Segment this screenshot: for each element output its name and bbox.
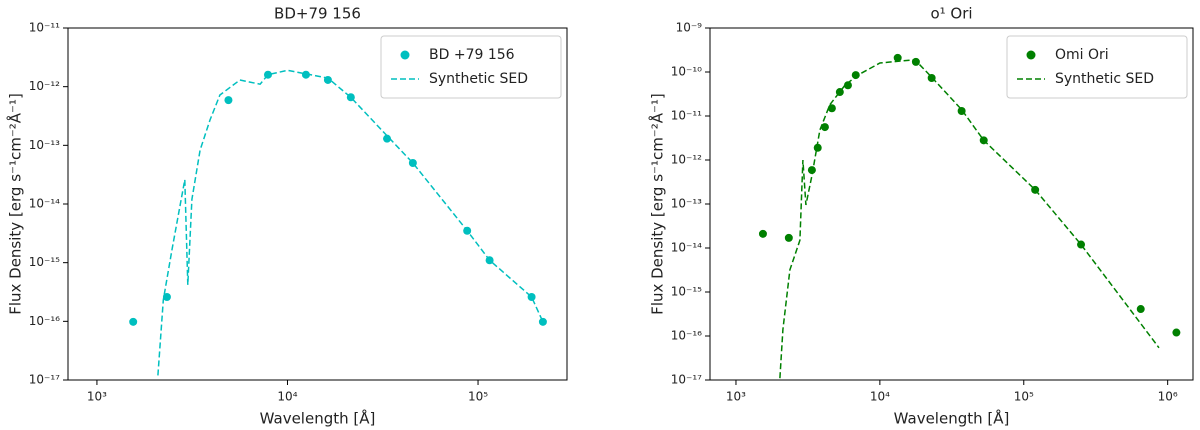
data-point [784, 233, 793, 242]
sed-line [779, 58, 1160, 379]
data-point [813, 143, 822, 152]
x-tick-label: 10⁵ [1014, 390, 1034, 404]
chart-title: BD+79 156 [274, 5, 361, 23]
data-point [758, 229, 767, 238]
x-tick-label: 10⁶ [1158, 390, 1178, 404]
data-point [162, 292, 171, 301]
data-point [893, 53, 902, 62]
x-tick-label: 10⁵ [468, 390, 488, 404]
sed-line [157, 69, 544, 376]
data-point [843, 81, 852, 90]
legend-swatch [400, 50, 410, 60]
plot-area [758, 53, 1181, 379]
data-point [1172, 328, 1181, 337]
y-tick-label: 10⁻¹¹ [671, 109, 702, 123]
data-point [1136, 305, 1145, 314]
x-tick-label: 10⁴ [277, 390, 297, 404]
data-point [851, 71, 860, 80]
y-tick-label: 10⁻¹⁴ [29, 197, 60, 211]
legend-label: Synthetic SED [429, 71, 528, 87]
chart-title: o¹ Ori [930, 5, 972, 23]
y-axis-label: Flux Density [erg s⁻¹cm⁻²Å⁻¹] [648, 93, 667, 315]
y-tick-label: 10⁻¹⁶ [29, 314, 60, 328]
y-axis-label: Flux Density [erg s⁻¹cm⁻²Å⁻¹] [6, 93, 25, 315]
y-tick-label: 10⁻¹⁷ [29, 373, 60, 387]
x-axis-label: Wavelength [Å] [260, 409, 376, 428]
data-point [383, 134, 392, 143]
legend-label: BD +79 156 [429, 47, 515, 63]
y-tick-label: 10⁻¹⁵ [29, 255, 60, 269]
legend-swatch [1026, 50, 1036, 60]
x-tick-label: 10³ [87, 390, 107, 404]
y-tick-label: 10⁻¹⁰ [671, 65, 702, 79]
y-tick-label: 10⁻¹³ [29, 138, 60, 152]
plot-area [129, 69, 547, 376]
data-point [538, 317, 547, 326]
data-point [301, 70, 310, 79]
data-point [224, 96, 233, 105]
x-tick-label: 10⁴ [870, 390, 890, 404]
data-point [807, 166, 816, 175]
legend-label: Omi Ori [1055, 47, 1109, 63]
y-tick-label: 10⁻¹⁴ [671, 241, 702, 255]
x-axis-label: Wavelength [Å] [894, 409, 1010, 428]
y-tick-label: 10⁻¹⁵ [671, 285, 702, 299]
legend-box [1006, 35, 1188, 99]
y-tick-label: 10⁻¹² [671, 153, 702, 167]
data-point [827, 104, 836, 113]
x-tick-label: 10³ [726, 390, 746, 404]
y-tick-label: 10⁻¹⁶ [671, 329, 702, 343]
y-tick-label: 10⁻¹² [29, 79, 60, 93]
data-point [129, 317, 138, 326]
legend-label: Synthetic SED [1055, 71, 1154, 87]
y-tick-label: 10⁻¹¹ [29, 21, 60, 35]
y-tick-label: 10⁻¹⁷ [671, 373, 702, 387]
data-point [820, 123, 829, 132]
y-tick-label: 10⁻¹³ [671, 197, 702, 211]
legend-box [380, 35, 562, 99]
y-tick-label: 10⁻⁹ [676, 21, 703, 35]
